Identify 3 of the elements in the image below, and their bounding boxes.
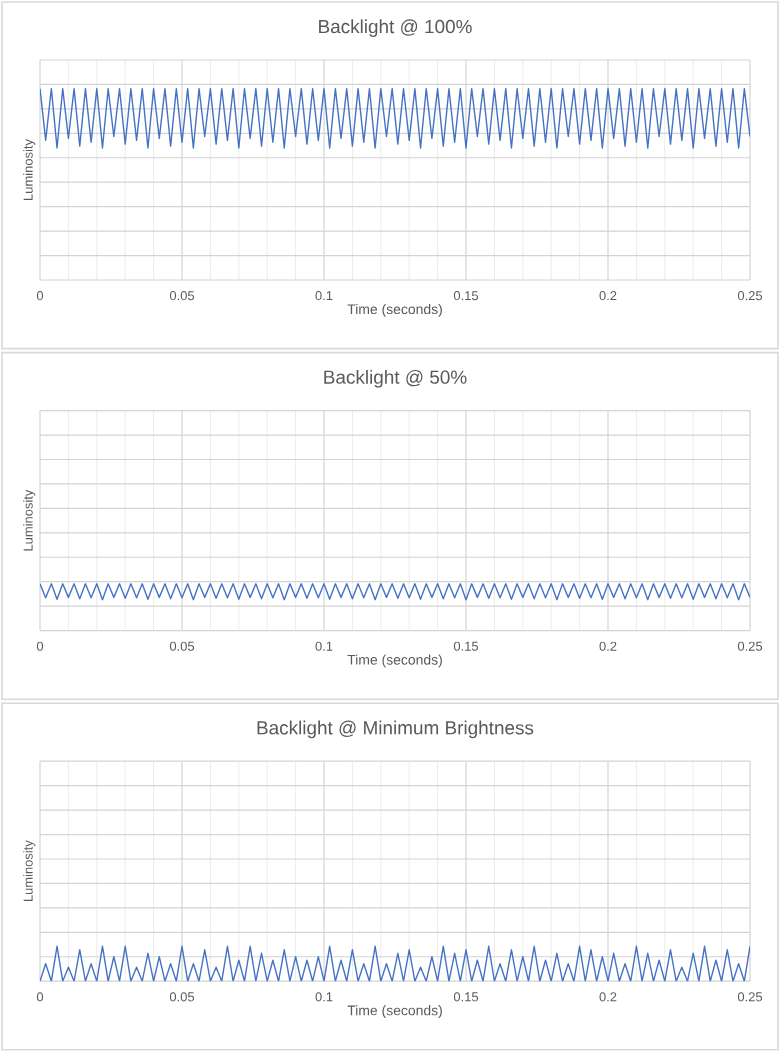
chart-title: Backlight @ Minimum Brightness bbox=[257, 720, 534, 739]
chart-title: Backlight @ 100% bbox=[319, 19, 472, 37]
chart-title: Backlight @ 50% bbox=[324, 369, 467, 388]
